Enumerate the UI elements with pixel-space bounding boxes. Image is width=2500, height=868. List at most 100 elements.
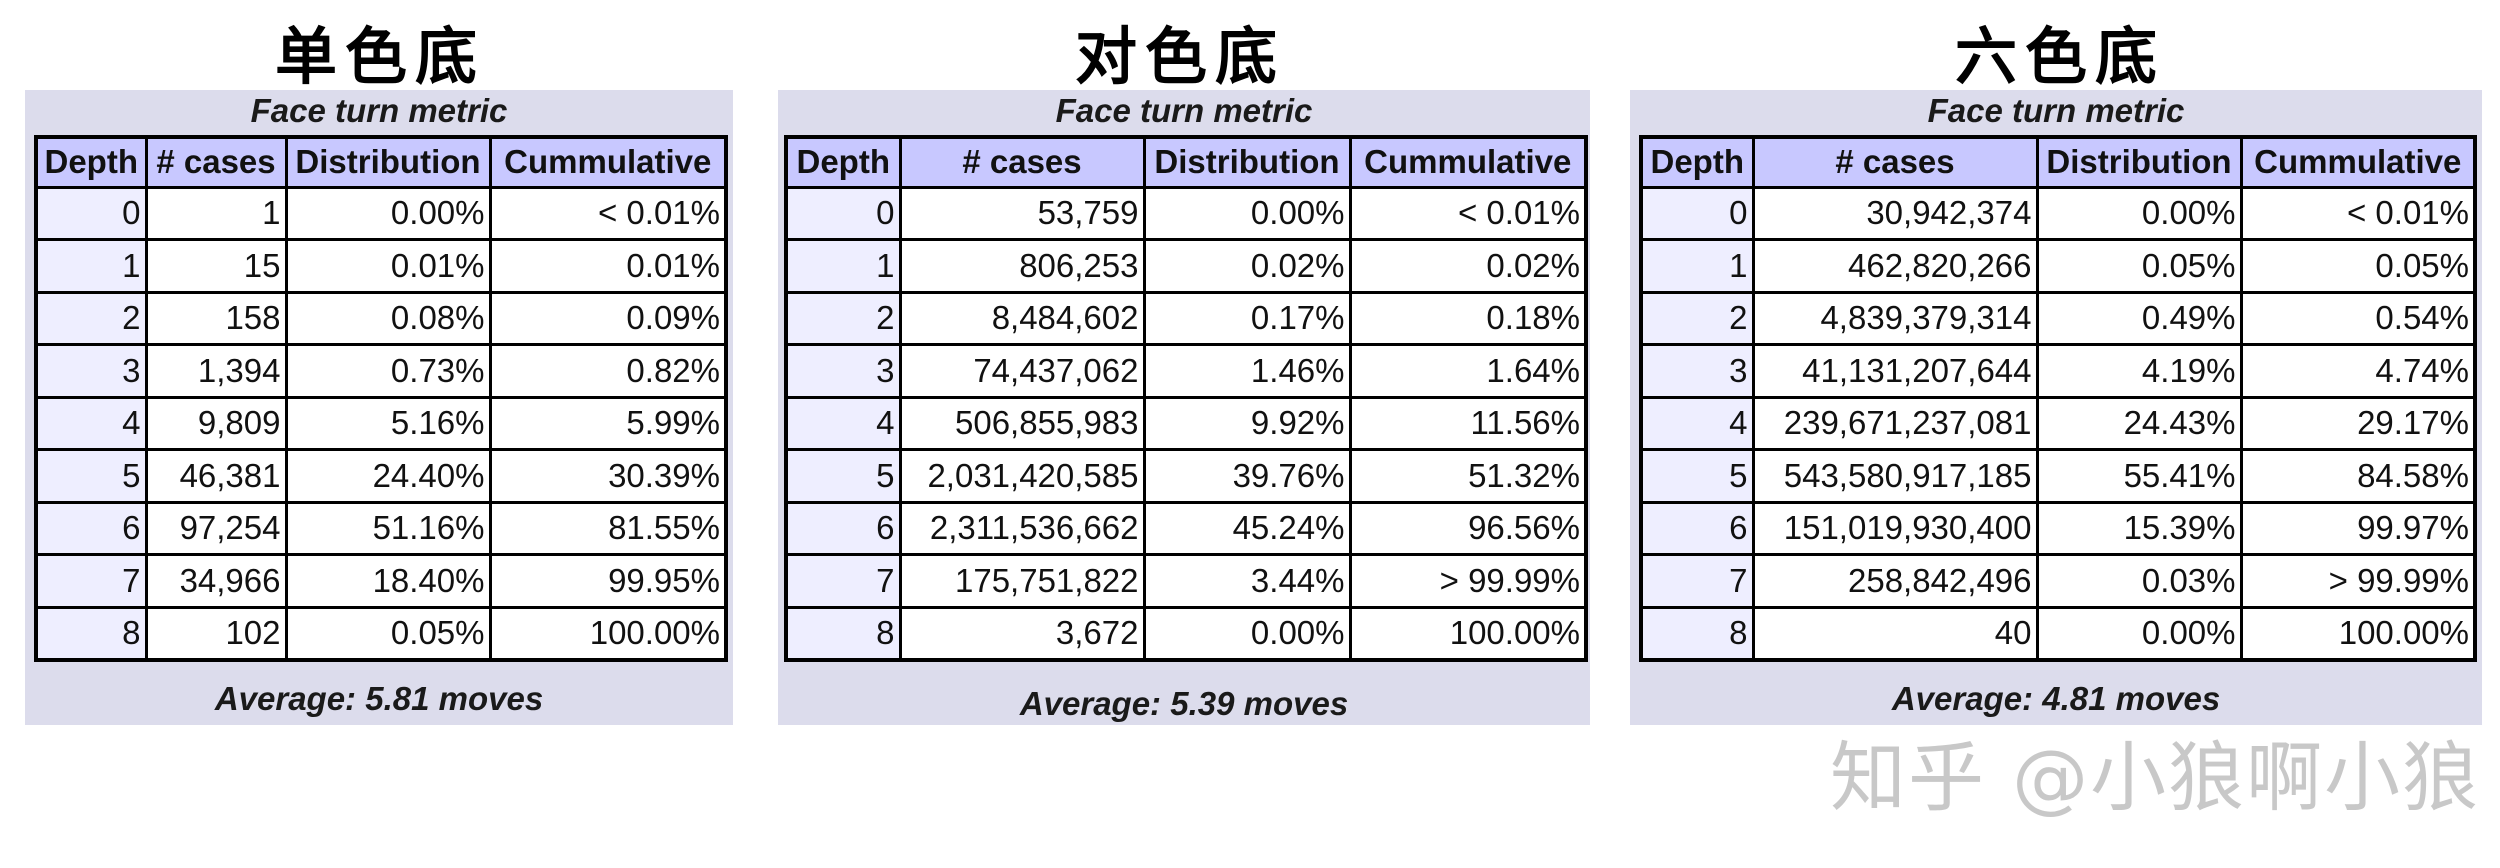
depth-cell: 8 (1639, 605, 1755, 661)
table-row: 5 46,381 24.40% 30.39% (34, 448, 728, 504)
cumulative-cell: 0.02% (1348, 238, 1588, 294)
stats-table: Depth # cases Distribution Cummulative 0 30,9… (1639, 135, 2477, 662)
table-row: 4 506,855,983 9.92% 11.56% (784, 395, 1588, 451)
table-row: 8 3,672 0.00% 100.00% (784, 605, 1588, 661)
table-row: 2 4,839,379,314 0.49% 0.54% (1639, 290, 2477, 346)
cumulative-cell: 5.99% (488, 395, 728, 451)
table-title-six-color: 六色底 (1955, 20, 2166, 93)
metric-caption: Face turn metric (1055, 92, 1313, 129)
depth-cell: 2 (34, 290, 148, 346)
cases-cell: 506,855,983 (898, 395, 1146, 451)
depth-cell: 3 (1639, 343, 1755, 399)
table-row: 3 1,394 0.73% 0.82% (34, 343, 728, 399)
stats-table: Depth # cases Distribution Cummulative 0 1 0.0… (34, 135, 728, 662)
stats-panel-opposite-color: Face turn metric Depth # cases Distributio… (778, 90, 1590, 725)
cases-cell: 2,031,420,585 (898, 448, 1146, 504)
cumulative-cell: 81.55% (488, 500, 728, 556)
column-header: Distribution (284, 135, 492, 189)
depth-cell: 4 (1639, 395, 1755, 451)
average-moves: Average: 5.39 moves (1019, 685, 1349, 722)
table-title-single-color: 单色底 (275, 20, 486, 93)
cumulative-cell: 100.00% (2239, 605, 2477, 661)
distribution-cell: 15.39% (2035, 500, 2243, 556)
cumulative-cell: 84.58% (2239, 448, 2477, 504)
table-header-row: Depth # cases Distribution Cummulative (784, 135, 1588, 189)
average-moves: Average: 5.81 moves (214, 680, 544, 717)
cases-cell: 46,381 (144, 448, 288, 504)
cases-cell: 543,580,917,185 (1751, 448, 2039, 504)
table-row: 4 239,671,237,081 24.43% 29.17% (1639, 395, 2477, 451)
distribution-cell: 0.02% (1142, 238, 1352, 294)
distribution-cell: 51.16% (284, 500, 492, 556)
stats-table-body: Depth # cases Distribution Cummulative 0 30,9… (1639, 135, 2477, 661)
cases-cell: 806,253 (898, 238, 1146, 294)
cases-cell: 175,751,822 (898, 553, 1146, 609)
distribution-cell: 0.17% (1142, 290, 1352, 346)
distribution-cell: 0.00% (2035, 185, 2243, 241)
cumulative-cell: 0.18% (1348, 290, 1588, 346)
cumulative-cell: 51.32% (1348, 448, 1588, 504)
average-moves: Average: 4.81 moves (1891, 680, 2221, 717)
depth-cell: 3 (784, 343, 902, 399)
depth-cell: 7 (34, 553, 148, 609)
depth-cell: 6 (34, 500, 148, 556)
cases-cell: 258,842,496 (1751, 553, 2039, 609)
cumulative-cell: 99.97% (2239, 500, 2477, 556)
column-header: Depth (34, 135, 148, 189)
distribution-cell: 24.43% (2035, 395, 2243, 451)
cases-cell: 102 (144, 605, 288, 661)
watermark-text: 知乎 @小狼啊小狼 (1830, 733, 2481, 822)
column-header: Depth (784, 135, 902, 189)
metric-caption: Face turn metric (1927, 92, 2185, 129)
cases-cell: 8,484,602 (898, 290, 1146, 346)
cases-cell: 151,019,930,400 (1751, 500, 2039, 556)
table-row: 1 15 0.01% 0.01% (34, 238, 728, 294)
distribution-cell: 0.49% (2035, 290, 2243, 346)
cumulative-cell: 0.05% (2239, 238, 2477, 294)
cases-cell: 97,254 (144, 500, 288, 556)
cumulative-cell: 0.01% (488, 238, 728, 294)
stats-panel-single-color: Face turn metric Depth # cases Distributio… (25, 90, 733, 725)
depth-cell: 5 (784, 448, 902, 504)
distribution-cell: 5.16% (284, 395, 492, 451)
cumulative-cell: > 99.99% (2239, 553, 2477, 609)
depth-cell: 8 (784, 605, 902, 661)
cases-cell: 9,809 (144, 395, 288, 451)
cases-cell: 41,131,207,644 (1751, 343, 2039, 399)
column-header: Cummulative (1348, 135, 1588, 189)
table-row: 6 151,019,930,400 15.39% 99.97% (1639, 500, 2477, 556)
stats-panel-six-color: Face turn metric Depth # cases Distributio… (1630, 90, 2482, 725)
distribution-cell: 0.73% (284, 343, 492, 399)
table-row: 4 9,809 5.16% 5.99% (34, 395, 728, 451)
depth-cell: 3 (34, 343, 148, 399)
depth-cell: 1 (1639, 238, 1755, 294)
depth-cell: 0 (34, 185, 148, 241)
table-row: 6 97,254 51.16% 81.55% (34, 500, 728, 556)
stats-table-body: Depth # cases Distribution Cummulative 0 1 0.0… (34, 135, 728, 661)
distribution-cell: 0.03% (2035, 553, 2243, 609)
depth-cell: 1 (784, 238, 902, 294)
table-row: 3 41,131,207,644 4.19% 4.74% (1639, 343, 2477, 399)
depth-cell: 7 (784, 553, 902, 609)
depth-cell: 0 (1639, 185, 1755, 241)
table-row: 3 74,437,062 1.46% 1.64% (784, 343, 1588, 399)
cumulative-cell: > 99.99% (1348, 553, 1588, 609)
cumulative-cell: 11.56% (1348, 395, 1588, 451)
cases-cell: 158 (144, 290, 288, 346)
cumulative-cell: 29.17% (2239, 395, 2477, 451)
distribution-cell: 45.24% (1142, 500, 1352, 556)
cases-cell: 1 (144, 185, 288, 241)
depth-cell: 2 (1639, 290, 1755, 346)
cases-cell: 2,311,536,662 (898, 500, 1146, 556)
table-title-opposite-color: 对色底 (1075, 20, 1286, 93)
cases-cell: 53,759 (898, 185, 1146, 241)
cumulative-cell: 0.54% (2239, 290, 2477, 346)
column-header: # cases (898, 135, 1146, 189)
distribution-cell: 0.00% (1142, 605, 1352, 661)
distribution-cell: 18.40% (284, 553, 492, 609)
column-header: Depth (1639, 135, 1755, 189)
distribution-cell: 24.40% (284, 448, 492, 504)
depth-cell: 2 (784, 290, 902, 346)
cumulative-cell: 99.95% (488, 553, 728, 609)
depth-cell: 4 (34, 395, 148, 451)
